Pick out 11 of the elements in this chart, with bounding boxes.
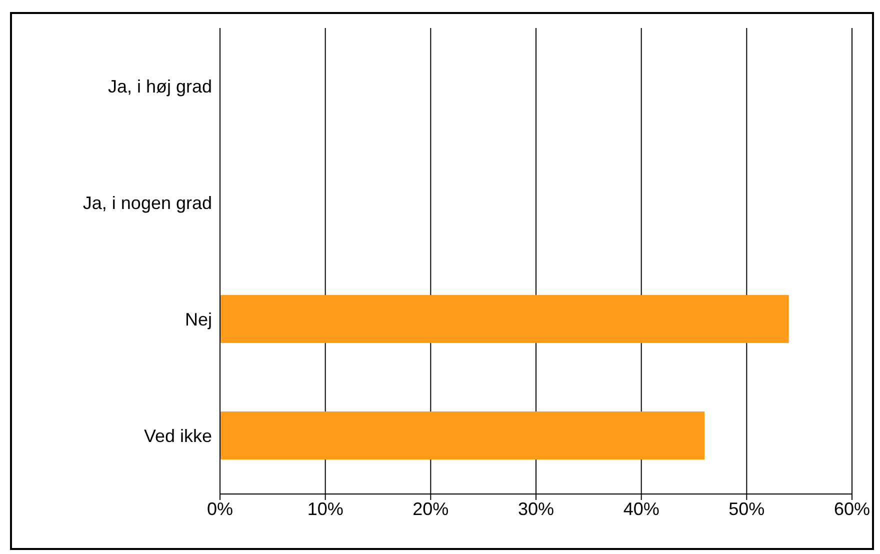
x-tick-label: 50% <box>728 498 765 519</box>
y-tick-label: Ja, i høj grad <box>108 76 212 97</box>
x-tick-label: 0% <box>206 498 234 519</box>
x-tick-label: 40% <box>623 498 660 519</box>
y-tick-label: Ved ikke <box>144 426 212 446</box>
x-tick-label: 10% <box>307 498 344 519</box>
x-tick-label: 30% <box>518 498 554 519</box>
y-tick-label: Ja, i nogen grad <box>82 193 212 214</box>
y-tick-label: Nej <box>184 310 212 330</box>
x-tick-label: 60% <box>834 498 870 519</box>
x-tick-label: 20% <box>412 498 449 519</box>
